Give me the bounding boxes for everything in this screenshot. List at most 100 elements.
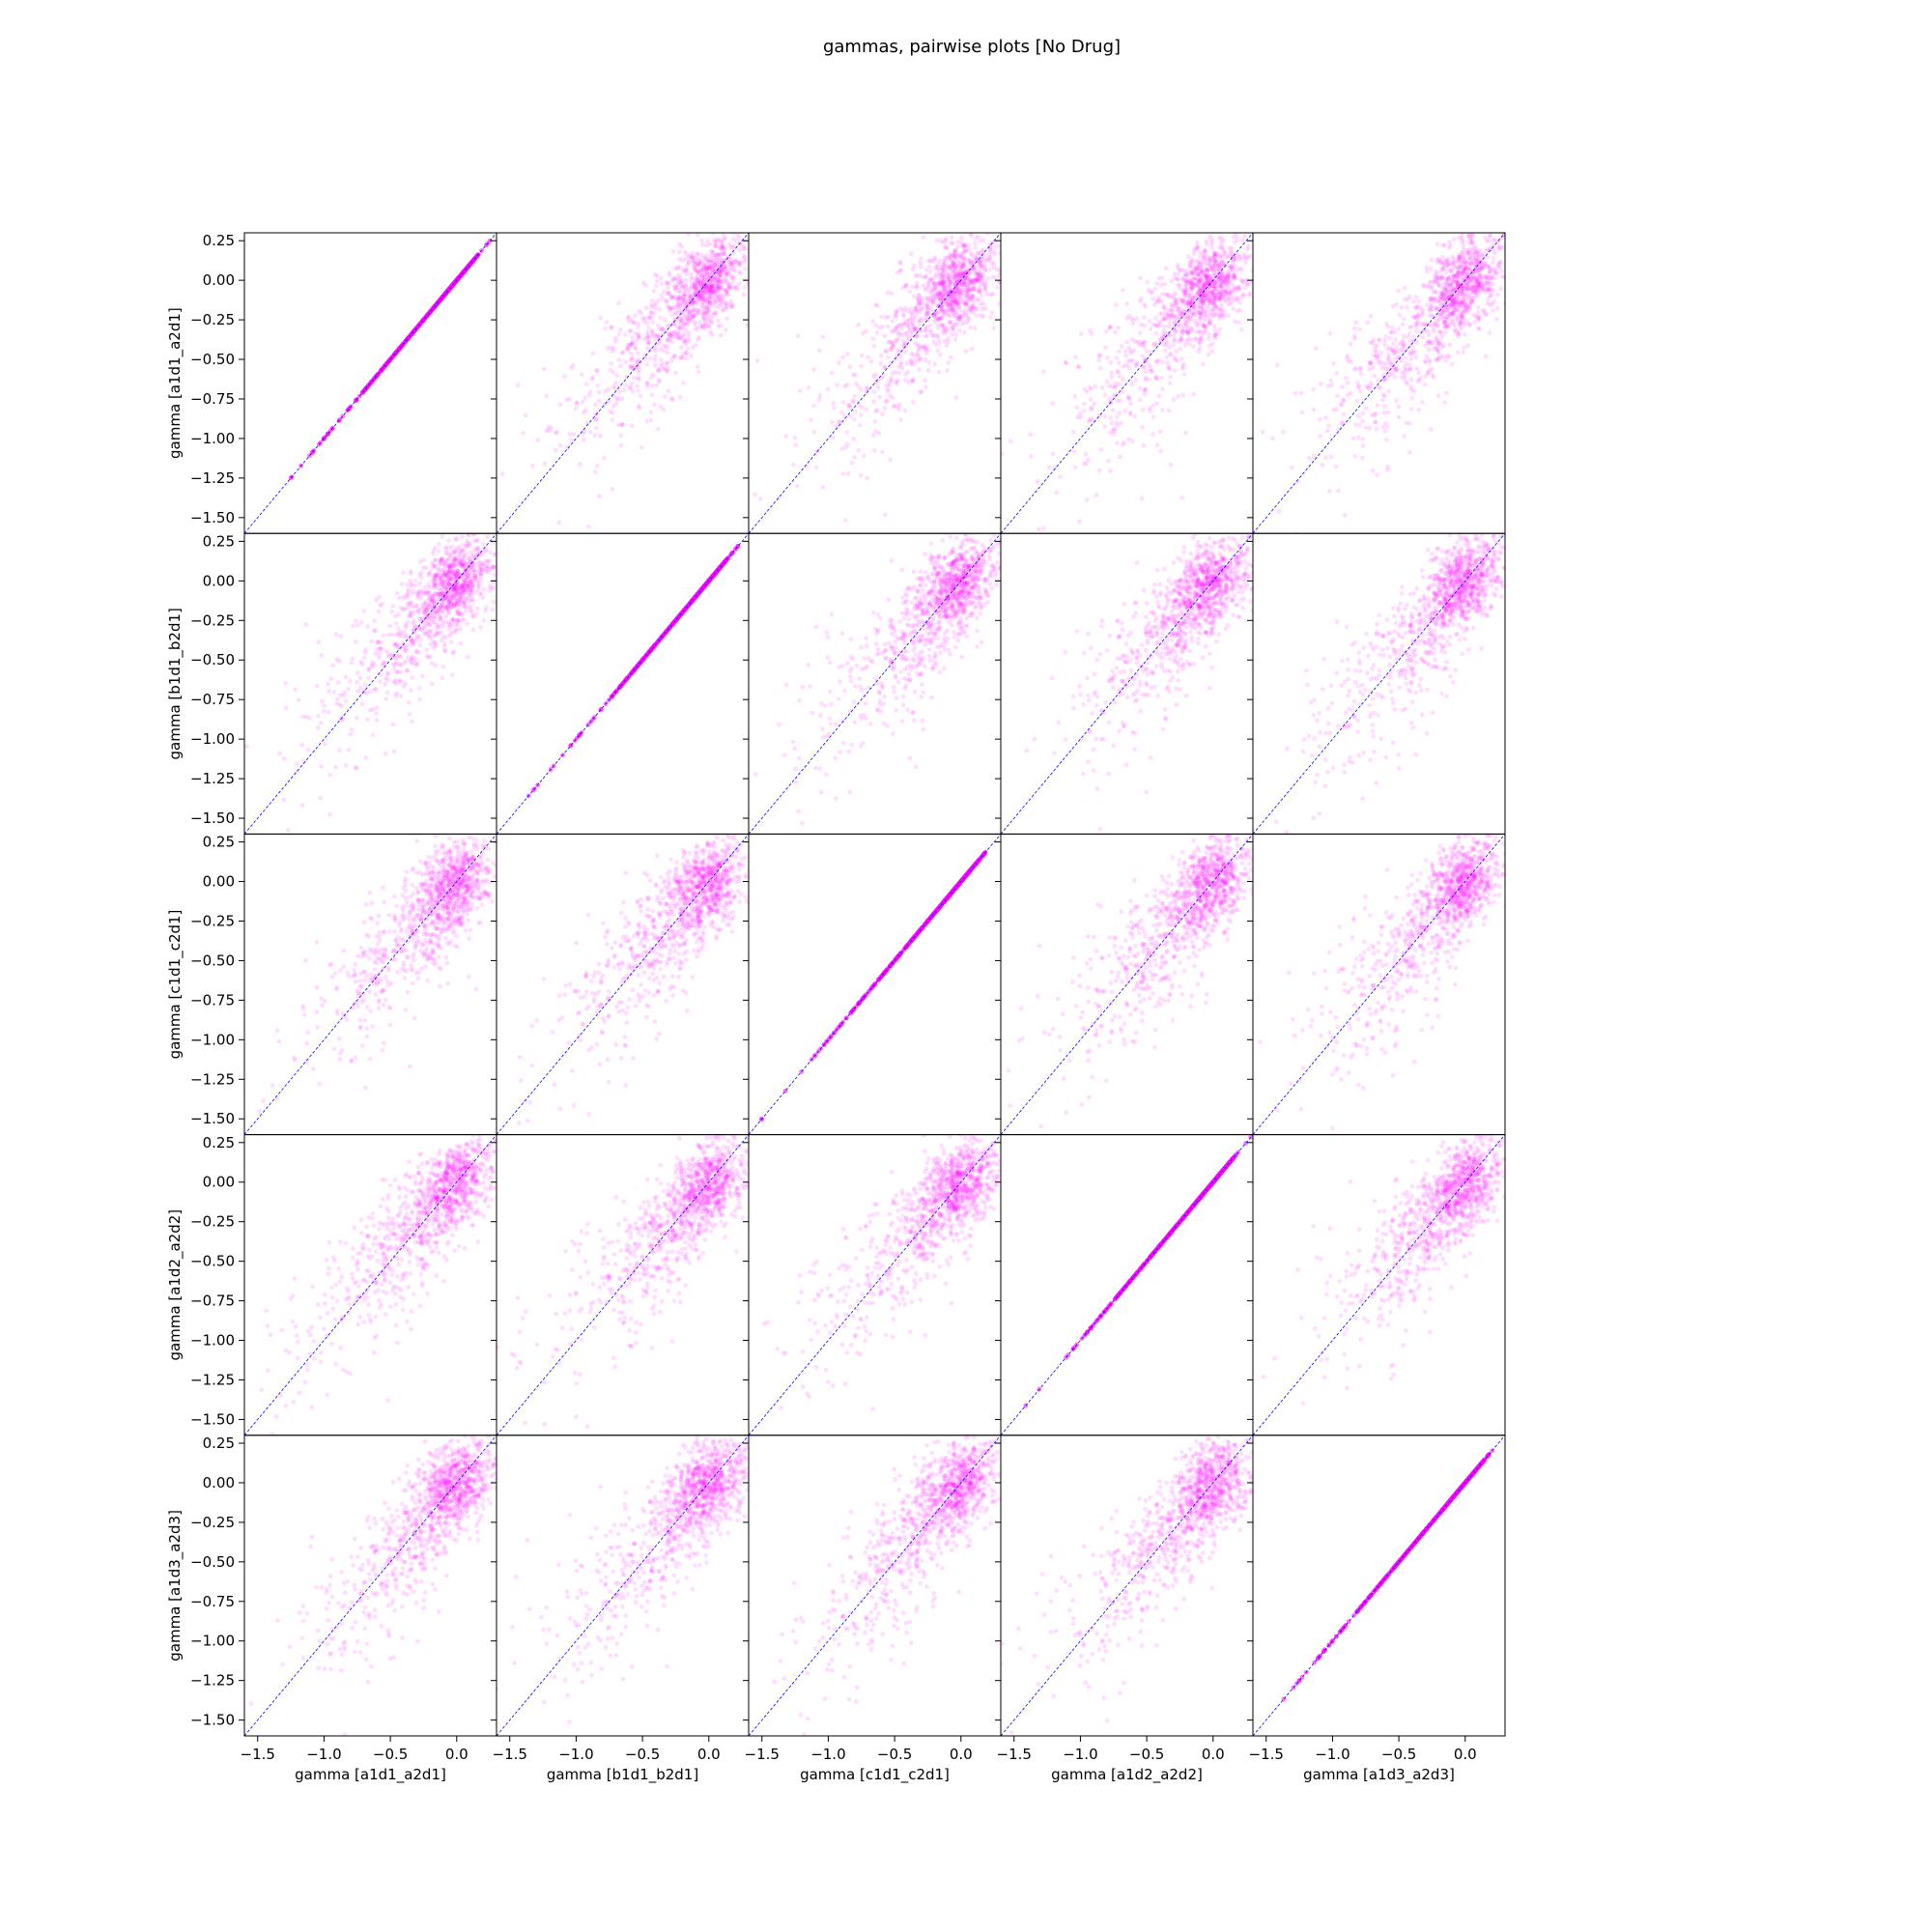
scatter-point [877,326,882,330]
scatter-point [1246,226,1251,231]
scatter-point [1394,301,1400,307]
scatter-point [581,437,586,442]
scatter-point [675,298,681,302]
scatter-point [953,263,959,269]
scatter-point [949,305,954,310]
scatter-point [889,360,894,365]
scatter-point [586,392,592,398]
scatter-point [959,287,965,293]
scatter-point [679,318,684,324]
scatter-point [691,298,696,303]
scatter-point [934,333,940,338]
scatter-point [918,272,923,278]
scatter-point [706,307,711,313]
scatter-point [1143,369,1149,375]
scatter-point [938,316,944,321]
scatter-point [1396,288,1401,294]
scatter-point [722,265,727,270]
scatter-point [930,332,936,338]
scatter-point [1335,488,1341,494]
scatter-point [941,267,947,271]
scatter-point [567,431,572,437]
scatter-point [603,326,609,331]
scatter-point [910,284,915,290]
scatter-point [691,313,696,319]
scatter-point [665,365,670,371]
scatter-point [547,428,552,434]
scatter-point [594,367,599,373]
scatter-point [612,335,618,340]
scatter-point [838,410,844,414]
scatter-point [942,284,948,289]
scatter-point [1081,409,1087,413]
scatter-point [1422,382,1428,387]
scatter-point [668,332,673,337]
scatter-point [982,305,988,311]
scatter-point [699,252,704,258]
scatter-point [569,365,575,371]
scatter-point [959,322,965,327]
scatter-point [939,307,945,313]
scatter-point [701,266,706,271]
scatter-point [895,326,899,330]
scatter-point [671,296,676,301]
scatter-point [1122,408,1127,413]
scatter-point [889,339,895,345]
scatter-point [712,290,718,296]
scatter-point [715,252,720,258]
scatter-point [890,371,895,377]
scatter-point [665,360,669,366]
scatter-point [1094,493,1099,497]
scatter-point [705,299,711,305]
scatter-point [672,276,678,282]
scatter-point [695,279,699,284]
scatter-point [703,320,708,326]
scatter-point [965,289,971,295]
scatter-point [700,324,705,329]
scatter-point [666,291,671,296]
scatter-point [692,282,697,288]
scatter-point [1096,468,1102,473]
scatter-point [888,340,893,345]
scatter-point [894,356,898,362]
scatter-point [1183,323,1189,328]
scatter-point [945,265,951,270]
scatter-point [1207,331,1212,337]
scatter-point [1189,285,1195,291]
scatter-point [630,356,636,362]
scatter-point [720,226,724,231]
scatter-point [1494,306,1500,311]
scatter-point [1117,411,1122,415]
scatter-point [724,287,728,293]
scatter-point [1349,359,1354,365]
scatter-point [999,243,1001,248]
scatter-point [682,339,687,345]
scatter-point [1050,400,1056,406]
scatter-point [806,384,811,390]
scatter-point [952,298,957,302]
scatter-point [686,316,691,321]
scatter-point [669,396,674,402]
scatter-point [1207,234,1212,240]
scatter-point [564,397,570,403]
scatter-point [649,315,655,321]
scatter-point [664,298,669,303]
scatter-point [924,344,929,349]
scatter-point [704,298,710,304]
scatter-point [1208,298,1213,304]
scatter-point [880,374,886,380]
scatter-point [722,258,727,264]
panel-a1d1_a2d1-vs-b1d1_b2d1 [491,226,750,534]
scatter-point [941,312,947,318]
scatter-point [1449,268,1455,273]
scatter-point [730,250,736,256]
scatter-point [1435,323,1440,327]
scatter-point [951,311,956,317]
scatter-point [1427,313,1433,318]
scatter-point [947,297,952,302]
scatter-point [1137,343,1143,348]
scatter-point [1439,254,1445,260]
scatter-point [720,251,724,256]
scatter-point [948,276,953,282]
